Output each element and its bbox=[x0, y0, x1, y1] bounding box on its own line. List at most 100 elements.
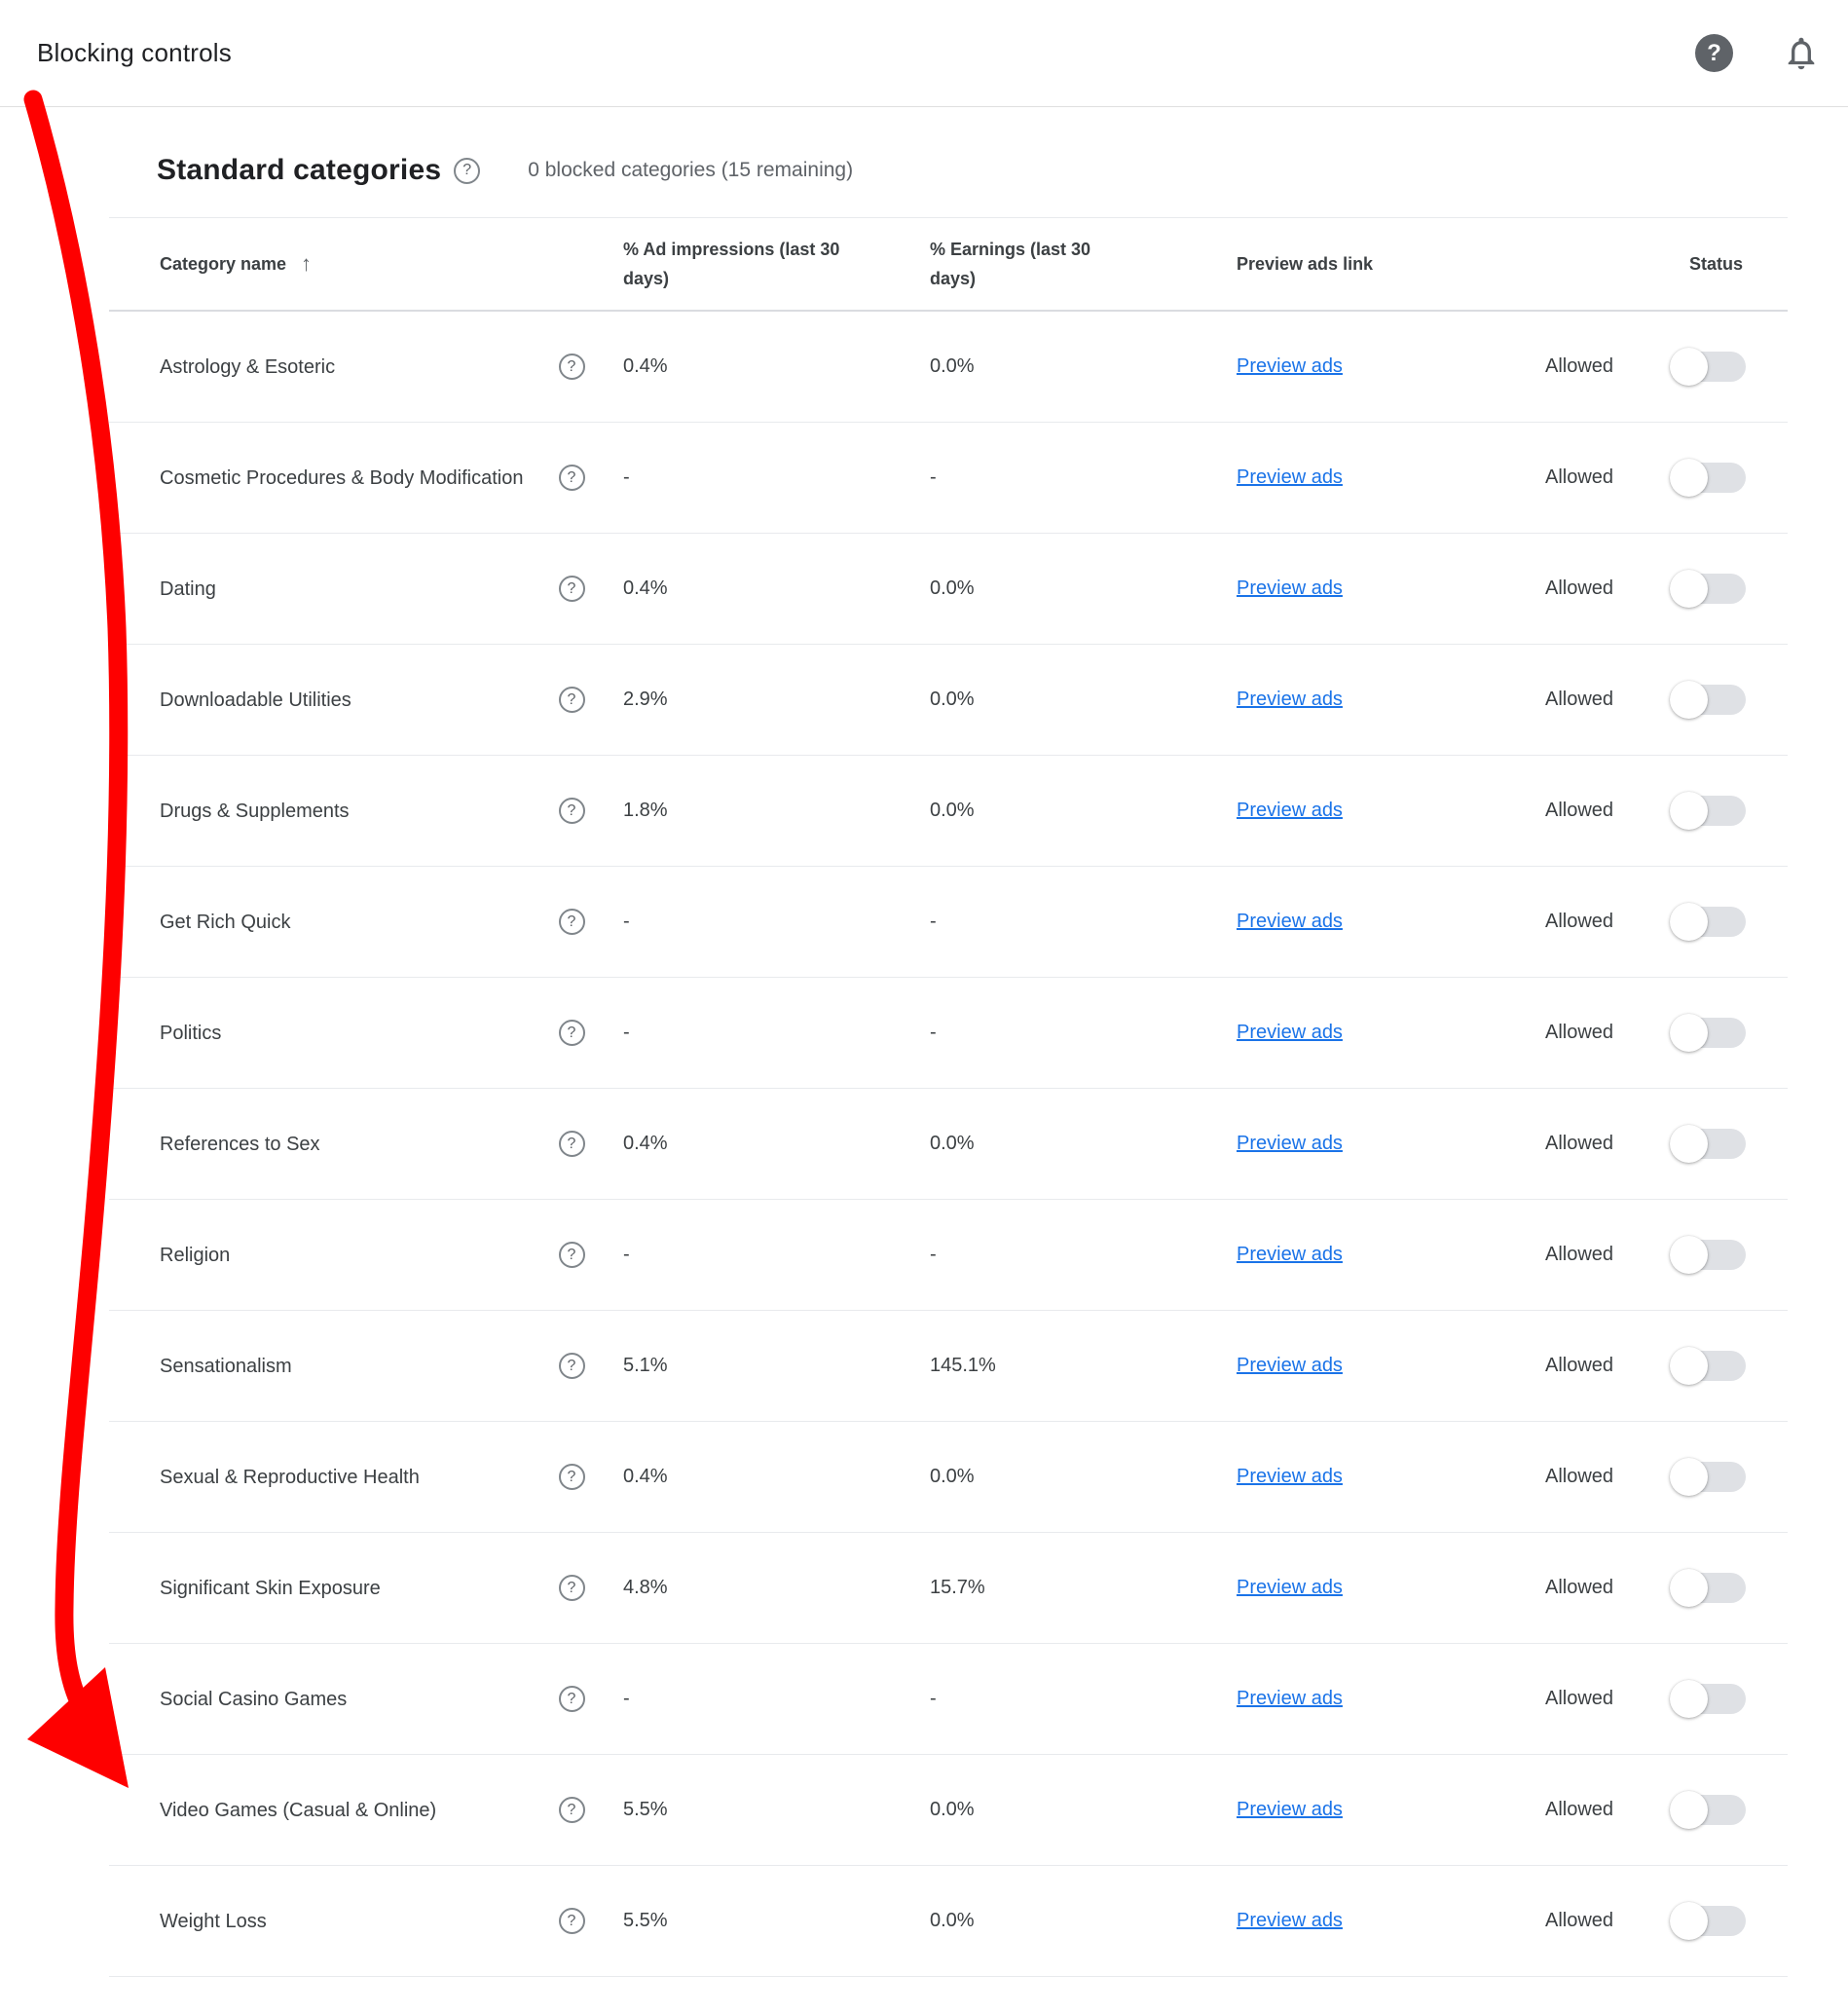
preview-ads-link[interactable]: Preview ads bbox=[1237, 355, 1343, 377]
preview-ads-link[interactable]: Preview ads bbox=[1237, 911, 1343, 932]
toggle-thumb bbox=[1670, 792, 1708, 830]
status-toggle[interactable] bbox=[1670, 570, 1746, 608]
category-help-icon[interactable]: ? bbox=[558, 576, 585, 602]
status-toggle[interactable] bbox=[1670, 1569, 1746, 1607]
table-row: Sensationalism ? 5.1% 145.1% Preview ads… bbox=[109, 1311, 1788, 1422]
status-label: Allowed bbox=[1545, 1910, 1614, 1931]
category-help-icon[interactable]: ? bbox=[558, 1020, 585, 1046]
ad-impressions-value: 5.1% bbox=[623, 1355, 668, 1376]
section-help-icon[interactable]: ? bbox=[454, 157, 481, 184]
preview-ads-link[interactable]: Preview ads bbox=[1237, 689, 1343, 710]
earnings-value: - bbox=[930, 911, 937, 932]
status-toggle[interactable] bbox=[1670, 1014, 1746, 1052]
category-name: Religion bbox=[160, 1244, 231, 1266]
status-toggle[interactable] bbox=[1670, 903, 1746, 941]
category-help-icon[interactable]: ? bbox=[558, 1353, 585, 1379]
status-toggle[interactable] bbox=[1670, 1347, 1746, 1385]
column-earnings: % Earnings (last 30 days) bbox=[907, 235, 1214, 293]
status-label: Allowed bbox=[1545, 1022, 1614, 1043]
category-help-icon[interactable]: ? bbox=[558, 687, 585, 713]
status-label: Allowed bbox=[1545, 1688, 1614, 1709]
ad-impressions-value: - bbox=[623, 1244, 630, 1265]
category-name: Social Casino Games bbox=[160, 1688, 348, 1710]
toggle-thumb bbox=[1670, 1458, 1708, 1496]
earnings-value: 0.0% bbox=[930, 578, 975, 599]
table-row: Religion ? - - Preview ads Allowed bbox=[109, 1200, 1788, 1311]
preview-ads-link[interactable]: Preview ads bbox=[1237, 466, 1343, 488]
column-preview-ads-link: Preview ads link bbox=[1237, 253, 1374, 274]
table-row: Politics ? - - Preview ads Allowed bbox=[109, 978, 1788, 1089]
preview-ads-link[interactable]: Preview ads bbox=[1237, 1466, 1343, 1487]
category-name: Sensationalism bbox=[160, 1355, 292, 1377]
category-help-icon[interactable]: ? bbox=[558, 909, 585, 935]
status-toggle[interactable] bbox=[1670, 792, 1746, 830]
ad-impressions-value: 4.8% bbox=[623, 1577, 668, 1598]
status-toggle[interactable] bbox=[1670, 1791, 1746, 1829]
category-help-icon[interactable]: ? bbox=[558, 1242, 585, 1268]
table-body: Astrology & Esoteric ? 0.4% 0.0% Preview… bbox=[109, 312, 1788, 1977]
status-toggle[interactable] bbox=[1670, 1902, 1746, 1940]
status-toggle[interactable] bbox=[1670, 1236, 1746, 1274]
ad-impressions-value: 0.4% bbox=[623, 355, 668, 377]
table-row: Sexual & Reproductive Health ? 0.4% 0.0%… bbox=[109, 1422, 1788, 1533]
preview-ads-link[interactable]: Preview ads bbox=[1237, 1133, 1343, 1154]
preview-ads-link[interactable]: Preview ads bbox=[1237, 1244, 1343, 1265]
category-help-icon[interactable]: ? bbox=[558, 1797, 585, 1823]
table-row: Drugs & Supplements ? 1.8% 0.0% Preview … bbox=[109, 756, 1788, 867]
category-name: Downloadable Utilities bbox=[160, 689, 351, 711]
bell-icon bbox=[1788, 37, 1815, 69]
preview-ads-link[interactable]: Preview ads bbox=[1237, 1577, 1343, 1598]
standard-categories-table: Category name ↑ % Ad impressions (last 3… bbox=[109, 217, 1788, 1977]
category-help-icon[interactable]: ? bbox=[558, 1131, 585, 1157]
category-help-icon[interactable]: ? bbox=[558, 1575, 585, 1601]
earnings-value: 145.1% bbox=[930, 1355, 996, 1376]
ad-impressions-header-label: % Ad impressions (last 30 days) bbox=[623, 240, 840, 288]
preview-ads-link[interactable]: Preview ads bbox=[1237, 1022, 1343, 1043]
earnings-value: 0.0% bbox=[930, 1466, 975, 1487]
status-label: Allowed bbox=[1545, 689, 1614, 710]
table-row: Downloadable Utilities ? 2.9% 0.0% Previ… bbox=[109, 645, 1788, 756]
status-toggle[interactable] bbox=[1670, 459, 1746, 497]
earnings-header-label: % Earnings (last 30 days) bbox=[930, 240, 1091, 288]
preview-ads-link[interactable]: Preview ads bbox=[1237, 1799, 1343, 1820]
ad-impressions-value: 0.4% bbox=[623, 578, 668, 599]
status-label: Allowed bbox=[1545, 911, 1614, 932]
category-help-icon[interactable]: ? bbox=[558, 1908, 585, 1934]
category-name: Weight Loss bbox=[160, 1910, 267, 1932]
earnings-value: 15.7% bbox=[930, 1577, 985, 1598]
status-label: Allowed bbox=[1545, 1799, 1614, 1820]
ad-impressions-value: - bbox=[623, 1688, 630, 1709]
category-help-icon[interactable]: ? bbox=[558, 1464, 585, 1490]
earnings-value: 0.0% bbox=[930, 689, 975, 710]
status-toggle[interactable] bbox=[1670, 1458, 1746, 1496]
status-toggle[interactable] bbox=[1670, 1680, 1746, 1718]
category-help-icon[interactable]: ? bbox=[558, 354, 585, 380]
toggle-thumb bbox=[1670, 1125, 1708, 1163]
toggle-thumb bbox=[1670, 348, 1708, 386]
toggle-thumb bbox=[1670, 459, 1708, 497]
column-category-name[interactable]: Category name ↑ bbox=[109, 251, 542, 277]
ad-impressions-value: 5.5% bbox=[623, 1799, 668, 1820]
ad-impressions-value: - bbox=[623, 466, 630, 488]
category-help-icon[interactable]: ? bbox=[558, 1686, 585, 1712]
category-help-icon[interactable]: ? bbox=[558, 465, 585, 491]
ad-impressions-value: - bbox=[623, 1022, 630, 1043]
preview-ads-link[interactable]: Preview ads bbox=[1237, 1688, 1343, 1709]
column-status: Status bbox=[1688, 253, 1743, 274]
preview-ads-link[interactable]: Preview ads bbox=[1237, 1355, 1343, 1376]
preview-ads-link[interactable]: Preview ads bbox=[1237, 800, 1343, 821]
notifications-bell-icon[interactable] bbox=[1782, 34, 1821, 73]
category-name: Significant Skin Exposure bbox=[160, 1577, 381, 1599]
ad-impressions-value: 5.5% bbox=[623, 1910, 668, 1931]
status-toggle[interactable] bbox=[1670, 1125, 1746, 1163]
help-icon[interactable]: ? bbox=[1695, 34, 1733, 72]
category-help-icon[interactable]: ? bbox=[558, 798, 585, 824]
preview-ads-link[interactable]: Preview ads bbox=[1237, 578, 1343, 599]
status-toggle[interactable] bbox=[1670, 348, 1746, 386]
sort-ascending-icon[interactable]: ↑ bbox=[301, 251, 313, 276]
status-label: Allowed bbox=[1545, 1577, 1614, 1598]
status-toggle[interactable] bbox=[1670, 681, 1746, 719]
preview-ads-link[interactable]: Preview ads bbox=[1237, 1910, 1343, 1931]
earnings-value: 0.0% bbox=[930, 800, 975, 821]
category-name: References to Sex bbox=[160, 1133, 320, 1155]
